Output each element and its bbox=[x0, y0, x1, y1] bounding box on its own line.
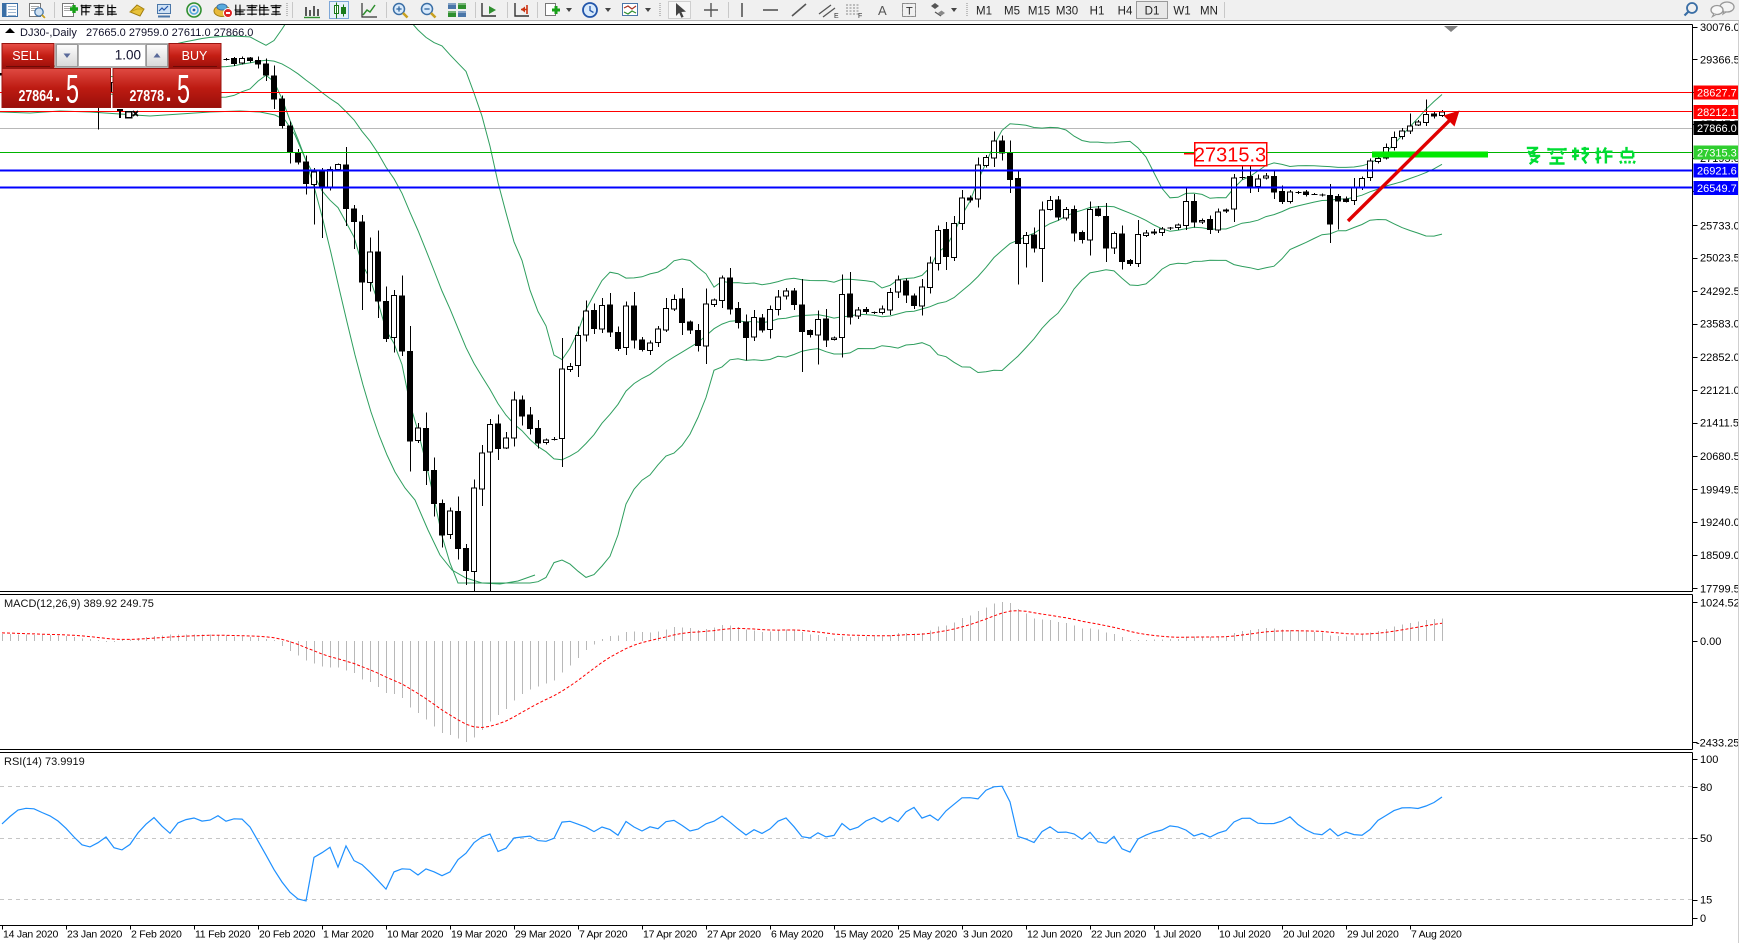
svg-text:24292.5: 24292.5 bbox=[1700, 286, 1739, 298]
svg-text:50: 50 bbox=[1700, 833, 1712, 845]
svg-text:12 Jun 2020: 12 Jun 2020 bbox=[1027, 929, 1082, 941]
svg-text:20 Feb 2020: 20 Feb 2020 bbox=[259, 929, 316, 941]
svg-text:27866.0: 27866.0 bbox=[1697, 123, 1737, 135]
svg-text:17 Apr 2020: 17 Apr 2020 bbox=[643, 929, 697, 941]
svg-text:23583.0: 23583.0 bbox=[1700, 319, 1739, 331]
svg-text:.: . bbox=[166, 81, 172, 106]
svg-text:17799.5: 17799.5 bbox=[1700, 583, 1739, 595]
svg-text:21411.5: 21411.5 bbox=[1700, 418, 1739, 430]
svg-text:H4: H4 bbox=[1118, 6, 1133, 18]
svg-text:28212.1: 28212.1 bbox=[1697, 107, 1737, 119]
svg-text:H1: H1 bbox=[1090, 6, 1105, 18]
svg-text:0: 0 bbox=[1700, 913, 1706, 925]
svg-text:-2433.25: -2433.25 bbox=[1696, 737, 1739, 749]
svg-text:19949.5: 19949.5 bbox=[1700, 484, 1739, 496]
svg-text:30076.0: 30076.0 bbox=[1700, 22, 1739, 34]
svg-text:1024.52: 1024.52 bbox=[1700, 597, 1739, 609]
svg-text:27665.0 27959.0 27611.0 27866.: 27665.0 27959.0 27611.0 27866.0 bbox=[86, 27, 253, 39]
svg-text:25023.5: 25023.5 bbox=[1700, 253, 1739, 265]
svg-text:M30: M30 bbox=[1056, 6, 1078, 18]
svg-text:27315.3: 27315.3 bbox=[1697, 147, 1737, 159]
svg-text:5: 5 bbox=[66, 67, 79, 111]
svg-text:6 May 2020: 6 May 2020 bbox=[771, 929, 824, 941]
svg-text:11 Feb 2020: 11 Feb 2020 bbox=[195, 929, 251, 941]
svg-text:DJ30-,Daily: DJ30-,Daily bbox=[20, 27, 77, 39]
svg-text:SELL: SELL bbox=[12, 49, 43, 63]
svg-text:MN: MN bbox=[1200, 6, 1218, 18]
svg-text:15 May 2020: 15 May 2020 bbox=[835, 929, 893, 941]
svg-text:29 Jul 2020: 29 Jul 2020 bbox=[1347, 929, 1399, 941]
svg-text:26549.7: 26549.7 bbox=[1697, 183, 1737, 195]
svg-text:25733.0: 25733.0 bbox=[1700, 220, 1739, 232]
svg-text:1 Jul 2020: 1 Jul 2020 bbox=[1155, 929, 1201, 941]
svg-text:F: F bbox=[858, 13, 862, 20]
svg-text:3 Jun 2020: 3 Jun 2020 bbox=[963, 929, 1013, 941]
svg-text:T: T bbox=[906, 6, 913, 18]
svg-text:27 Apr 2020: 27 Apr 2020 bbox=[707, 929, 761, 941]
svg-text:MACD(12,26,9) 389.92 249.75: MACD(12,26,9) 389.92 249.75 bbox=[4, 598, 154, 610]
svg-text:20680.5: 20680.5 bbox=[1700, 451, 1739, 463]
svg-text:22 Jun 2020: 22 Jun 2020 bbox=[1091, 929, 1146, 941]
svg-text:22852.0: 22852.0 bbox=[1700, 352, 1739, 364]
svg-text:25 May 2020: 25 May 2020 bbox=[899, 929, 957, 941]
svg-text:22121.0: 22121.0 bbox=[1700, 385, 1739, 397]
svg-text:28627.7: 28627.7 bbox=[1697, 88, 1737, 100]
svg-text:18509.0: 18509.0 bbox=[1700, 550, 1739, 562]
svg-text:D1: D1 bbox=[1145, 6, 1160, 18]
svg-text:100: 100 bbox=[1700, 754, 1718, 766]
svg-text:M5: M5 bbox=[1004, 6, 1020, 18]
svg-text:1 Mar 2020: 1 Mar 2020 bbox=[323, 929, 374, 941]
svg-text:W1: W1 bbox=[1173, 6, 1190, 18]
svg-text:.: . bbox=[55, 81, 61, 106]
svg-text:15: 15 bbox=[1700, 895, 1712, 907]
svg-text:5: 5 bbox=[177, 67, 190, 111]
svg-text:23 Jan 2020: 23 Jan 2020 bbox=[67, 929, 122, 941]
svg-text:7 Apr 2020: 7 Apr 2020 bbox=[579, 929, 628, 941]
svg-text:1.00: 1.00 bbox=[115, 48, 141, 63]
svg-text:29366.5: 29366.5 bbox=[1700, 54, 1739, 66]
svg-text:2 Feb 2020: 2 Feb 2020 bbox=[131, 929, 182, 941]
svg-text:M1: M1 bbox=[976, 6, 992, 18]
svg-text:A: A bbox=[878, 3, 887, 18]
svg-text:BUY: BUY bbox=[182, 49, 208, 63]
svg-text:19 Mar 2020: 19 Mar 2020 bbox=[451, 929, 508, 941]
svg-text:E: E bbox=[834, 13, 839, 20]
svg-text:80: 80 bbox=[1700, 782, 1712, 794]
svg-text:27878: 27878 bbox=[130, 88, 165, 105]
svg-text:7 Aug 2020: 7 Aug 2020 bbox=[1411, 929, 1462, 941]
svg-text:RSI(14) 73.9919: RSI(14) 73.9919 bbox=[4, 756, 85, 768]
svg-text:27315.3: 27315.3 bbox=[1194, 145, 1266, 167]
svg-text:26921.6: 26921.6 bbox=[1697, 166, 1737, 178]
svg-text:20 Jul 2020: 20 Jul 2020 bbox=[1283, 929, 1335, 941]
svg-text:10 Jul 2020: 10 Jul 2020 bbox=[1219, 929, 1271, 941]
svg-text:19240.0: 19240.0 bbox=[1700, 517, 1739, 529]
svg-text:10 Mar 2020: 10 Mar 2020 bbox=[387, 929, 444, 941]
svg-text:14 Jan 2020: 14 Jan 2020 bbox=[3, 929, 58, 941]
svg-text:M15: M15 bbox=[1028, 6, 1050, 18]
svg-text:0.00: 0.00 bbox=[1700, 636, 1721, 648]
svg-text:29 Mar 2020: 29 Mar 2020 bbox=[515, 929, 572, 941]
svg-text:27864: 27864 bbox=[19, 88, 54, 105]
